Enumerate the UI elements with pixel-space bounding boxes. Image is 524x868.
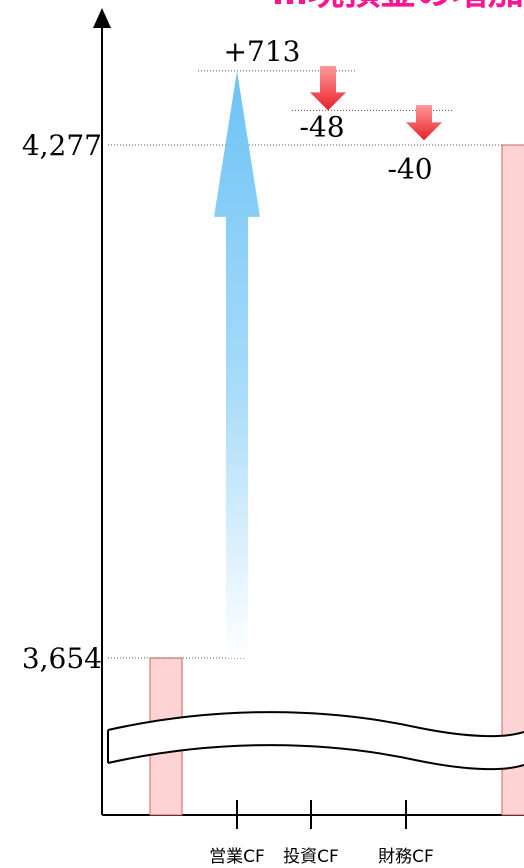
category-label-financing-cf: 財務CF — [378, 847, 434, 867]
y-axis-arrowhead — [93, 8, 111, 28]
investing-cf-decrease-arrow — [310, 66, 346, 111]
category-label-operating-cf: 営業CF — [209, 847, 265, 867]
start-value-label: 3,654 — [22, 642, 102, 675]
end-value-label: 4,277 — [22, 129, 102, 162]
axis-break-lower-line — [107, 744, 524, 771]
chart-title: …現預金の増加 — [272, 0, 524, 13]
operating-cf-increase-arrow — [214, 70, 260, 658]
financing-cf-value-label: -40 — [387, 152, 432, 185]
category-label-investing-cf: 投資CF — [283, 847, 339, 867]
investing-cf-value-label: -48 — [299, 110, 344, 143]
axis-break-upper-line — [107, 711, 524, 738]
operating-cf-value-label: +713 — [224, 35, 301, 68]
axis-break-band — [108, 712, 524, 770]
financing-cf-decrease-arrow — [406, 105, 442, 141]
end-bar — [501, 144, 524, 816]
